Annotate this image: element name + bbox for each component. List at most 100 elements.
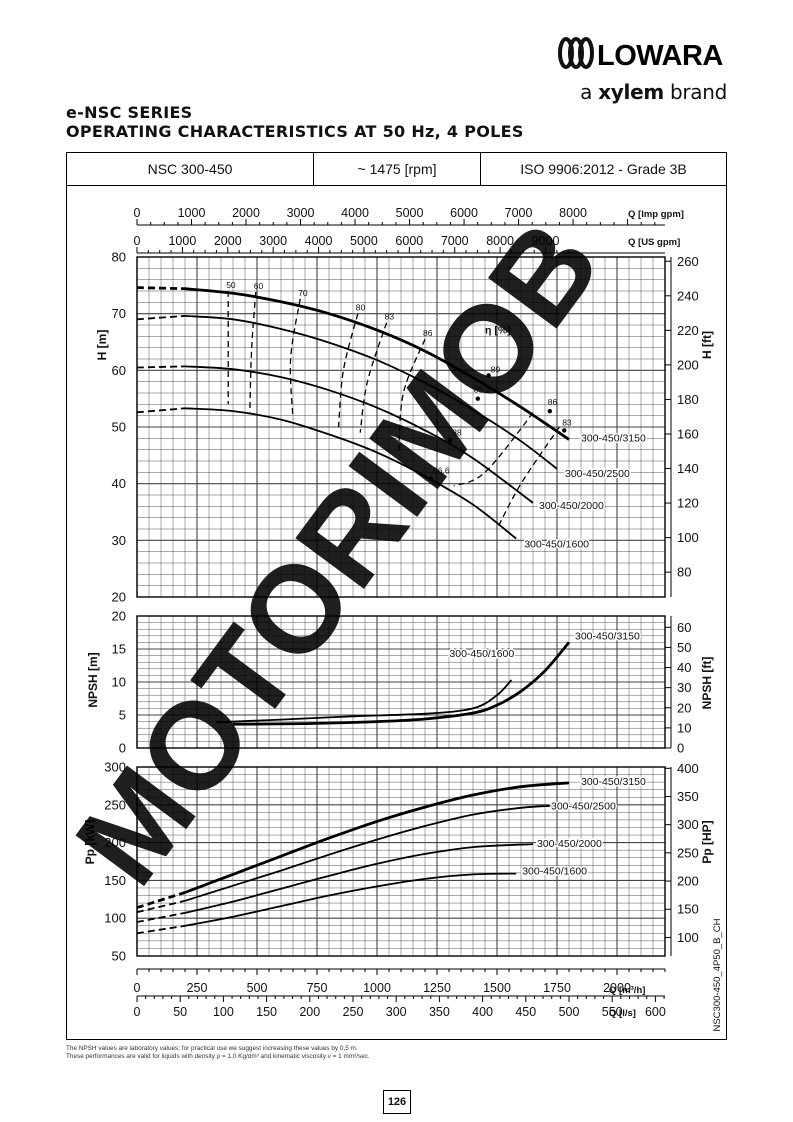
head-curve-300-450-2000 bbox=[184, 365, 534, 504]
imp-gpm-tick-label: 5000 bbox=[396, 206, 424, 220]
pp-kw-tick-label: 300 bbox=[104, 760, 126, 775]
npsh-ft-tick-label: 60 bbox=[677, 620, 691, 635]
pp-kw-tick-label: 50 bbox=[112, 949, 126, 964]
power-curve-300-450-3150-dashed bbox=[136, 891, 186, 909]
head-curve-300-450-2500 bbox=[184, 315, 558, 470]
efficiency-label: 86.6 bbox=[433, 466, 450, 476]
pp-hp-tick-label: 400 bbox=[677, 761, 699, 776]
footnote-validity: These performances are valid for liquids… bbox=[66, 1053, 370, 1060]
efficiency-isoline bbox=[337, 313, 359, 428]
power-curve-300-450-1600-dashed bbox=[136, 924, 186, 935]
efficiency-isoline bbox=[289, 298, 301, 419]
head-series-label: 300-450/2500 bbox=[565, 468, 630, 480]
header-speed: ~ 1475 [rpm] bbox=[314, 153, 481, 186]
q-ls-tick-label: 300 bbox=[386, 1005, 407, 1019]
q-ls-tick-label: 400 bbox=[472, 1005, 493, 1019]
pp-kw-tick-label: 200 bbox=[104, 835, 126, 850]
q-ls-tick-label: 250 bbox=[343, 1005, 364, 1019]
npsh-series-label: 300-450/3150 bbox=[575, 630, 640, 642]
efficiency-label: 83 bbox=[385, 312, 395, 322]
h-m-tick-label: 40 bbox=[112, 476, 126, 491]
imp-gpm-tick-label: 2000 bbox=[232, 206, 260, 220]
efficiency-label: 80 bbox=[356, 303, 366, 313]
pp-hp-tick-label: 250 bbox=[677, 845, 699, 860]
header-model: NSC 300-450 bbox=[67, 153, 314, 186]
npsh-m-tick-label: 20 bbox=[112, 609, 126, 624]
imp-gpm-label: Q [Imp gpm] bbox=[628, 209, 684, 220]
side-code: NSC300-450_4P50_B_CH bbox=[712, 918, 723, 1031]
pp-kw-tick-label: 150 bbox=[104, 873, 126, 888]
q-ls-tick-label: 200 bbox=[299, 1005, 320, 1019]
head-curve-300-450-2500-dashed bbox=[136, 315, 186, 321]
efficiency-point bbox=[562, 428, 567, 433]
us-gpm-tick-label: 8000 bbox=[486, 234, 514, 248]
power-series-label: 300-450/2500 bbox=[551, 801, 616, 813]
imp-gpm-tick-label: 3000 bbox=[287, 206, 315, 220]
q-ls-tick-label: 100 bbox=[213, 1005, 234, 1019]
q-m3h-tick-label: 0 bbox=[134, 981, 141, 995]
efficiency-isoline bbox=[359, 322, 388, 433]
npsh-curve-300-450-3150 bbox=[232, 641, 571, 726]
q-ls-label: Q [l/s] bbox=[609, 1008, 636, 1019]
power-curve-300-450-1600 bbox=[184, 872, 517, 927]
efficiency-label: 60 bbox=[254, 281, 264, 291]
efficiency-point bbox=[475, 396, 480, 401]
page-title: OPERATING CHARACTERISTICS AT 50 Hz, 4 PO… bbox=[66, 122, 524, 141]
head-ylabel: H [m] bbox=[95, 330, 109, 361]
series-title: e-NSC SERIES bbox=[66, 103, 193, 122]
imp-gpm-tick-label: 8000 bbox=[559, 206, 587, 220]
imp-gpm-tick-label: 6000 bbox=[450, 206, 478, 220]
q-m3h-tick-label: 750 bbox=[307, 981, 328, 995]
us-gpm-tick-label: 3000 bbox=[259, 234, 287, 248]
us-gpm-tick-label: 4000 bbox=[305, 234, 333, 248]
h-m-tick-label: 20 bbox=[112, 590, 126, 605]
npsh-m-tick-label: 10 bbox=[112, 675, 126, 690]
efficiency-point bbox=[547, 408, 552, 414]
q-m3h-tick-label: 1500 bbox=[483, 981, 511, 995]
h-m-tick-label: 80 bbox=[112, 250, 126, 265]
power-curve-300-450-2000-dashed bbox=[136, 912, 186, 923]
lowara-wordmark: LOWARA bbox=[597, 40, 723, 70]
h-m-tick-label: 50 bbox=[112, 420, 126, 435]
pp-ylabel-right: Pp [HP] bbox=[700, 820, 714, 863]
h-ft-tick-label: 180 bbox=[677, 392, 699, 407]
head-curve-300-450-3150 bbox=[184, 287, 570, 441]
efficiency-isoline bbox=[397, 338, 426, 456]
header-standard: ISO 9906:2012 - Grade 3B bbox=[481, 153, 726, 186]
q-m3h-tick-label: 1250 bbox=[423, 981, 451, 995]
npsh-ft-tick-label: 0 bbox=[677, 741, 684, 756]
h-ft-tick-label: 160 bbox=[677, 426, 699, 441]
head-series-label: 300-450/2000 bbox=[539, 500, 604, 512]
npsh-ylabel-right: NPSH [ft] bbox=[700, 657, 714, 710]
pp-kw-tick-label: 100 bbox=[104, 911, 126, 926]
efficiency-label: 88 bbox=[452, 428, 462, 438]
pp-hp-tick-label: 350 bbox=[677, 789, 699, 804]
head-curve-300-450-1600 bbox=[184, 407, 517, 540]
q-m3h-tick-label: 1750 bbox=[543, 981, 571, 995]
efficiency-label: 86 bbox=[423, 328, 433, 338]
footnote-npsh: The NPSH values are laboratory values; f… bbox=[66, 1045, 358, 1052]
q-m3h-tick-label: 2000 bbox=[603, 981, 631, 995]
h-m-tick-label: 70 bbox=[112, 306, 126, 321]
head-curve-300-450-3150-dashed bbox=[136, 286, 186, 291]
us-gpm-label: Q [US gpm] bbox=[628, 237, 680, 248]
pp-hp-tick-label: 300 bbox=[677, 817, 699, 832]
us-gpm-tick-label: 5000 bbox=[350, 234, 378, 248]
footnote: The NPSH values are laboratory values; f… bbox=[66, 1045, 370, 1061]
imp-gpm-tick-label: 0 bbox=[134, 206, 141, 220]
power-series-label: 300-450/1600 bbox=[522, 866, 587, 878]
us-gpm-tick-label: 6000 bbox=[395, 234, 423, 248]
efficiency-point bbox=[428, 476, 434, 481]
npsh-grid-border bbox=[136, 615, 666, 749]
q-ls-tick-label: 0 bbox=[134, 1005, 141, 1019]
head-curve-300-450-1600-dashed bbox=[136, 407, 186, 414]
tagline-brand: brand bbox=[663, 80, 727, 104]
q-m3h-label: Q [m³/h] bbox=[609, 985, 645, 996]
pp-hp-tick-label: 100 bbox=[677, 930, 699, 945]
us-gpm-tick-label: 2000 bbox=[214, 234, 242, 248]
power-curve-300-450-2500 bbox=[184, 804, 558, 902]
q-m3h-tick-label: 1000 bbox=[363, 981, 391, 995]
npsh-grid bbox=[136, 615, 666, 749]
page-number: 126 bbox=[383, 1090, 411, 1114]
